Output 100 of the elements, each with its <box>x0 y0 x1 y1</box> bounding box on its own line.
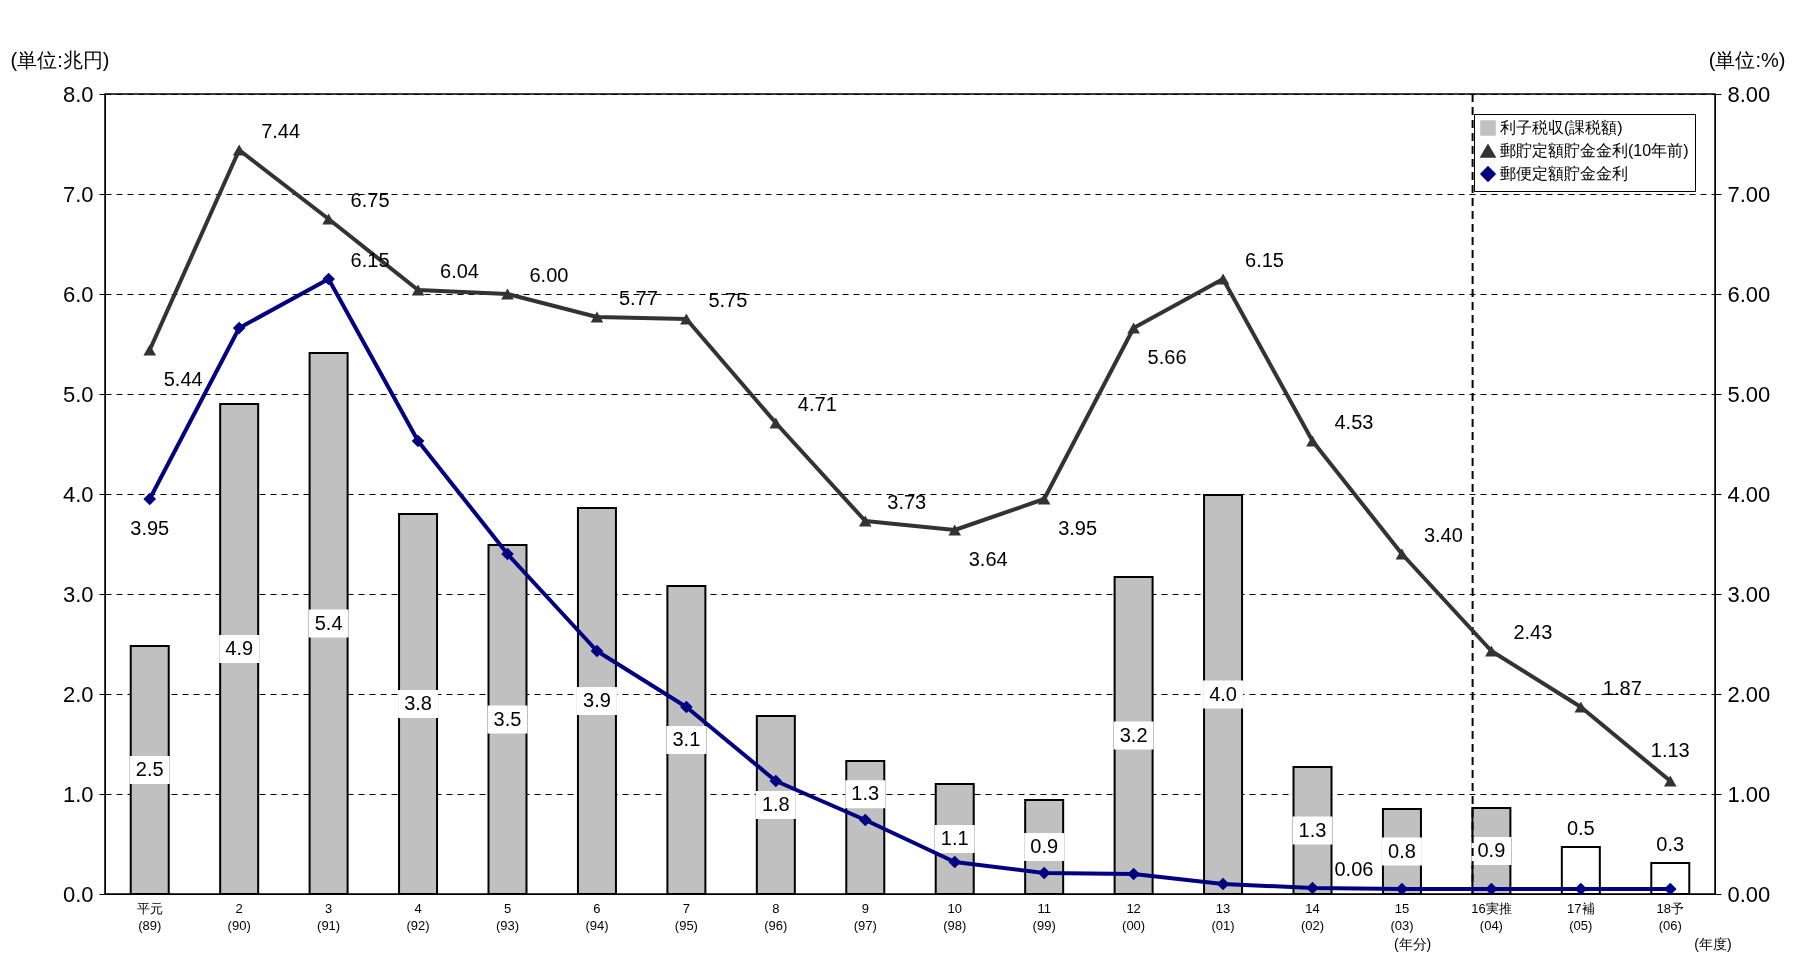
point <box>232 144 246 156</box>
data-label: 1.3 <box>1298 818 1327 841</box>
y-tick-label: 3.0 <box>62 581 94 607</box>
x-tick-label: 5 (93) <box>495 900 520 933</box>
point <box>1663 775 1677 787</box>
point <box>948 855 962 869</box>
point <box>769 774 783 788</box>
point <box>590 311 604 323</box>
data-label: 1.1 <box>940 827 969 849</box>
data-label: 0.3 <box>1656 833 1685 855</box>
data-label: 4.53 <box>1334 411 1374 433</box>
y2-tick-label: 2.00 <box>1727 681 1771 707</box>
x-tick-label: 6 (94) <box>585 900 609 933</box>
data-label: 5.77 <box>618 287 658 309</box>
data-label: 5.44 <box>163 368 203 390</box>
x-tick-label: 2 (90) <box>227 900 251 933</box>
y2-tick-label: 8.00 <box>1727 81 1771 107</box>
y-tick-label: 0.0 <box>62 881 94 907</box>
point <box>680 700 693 714</box>
legend-label: 利子税収(課税額) <box>1500 119 1623 136</box>
data-label: 6.00 <box>529 264 569 286</box>
data-label: 0.06 <box>1334 858 1374 880</box>
y-tick-label: 5.0 <box>62 381 94 407</box>
data-label: 3.64 <box>968 548 1008 570</box>
y-tick-label: 2.0 <box>62 681 94 707</box>
data-label: 0.9 <box>1030 835 1059 857</box>
point <box>1395 882 1409 896</box>
data-label: 0.8 <box>1388 839 1416 862</box>
point <box>411 284 425 296</box>
point <box>143 492 157 506</box>
text: (年度) <box>1694 936 1732 952</box>
y2-tick-label: 3.00 <box>1727 581 1771 607</box>
x-tick-label: 12 (00) <box>1122 900 1146 933</box>
x-tick-label: 平元 (89) <box>136 900 163 933</box>
data-label: 6.15 <box>1245 249 1284 271</box>
y2-tick-label: 7.00 <box>1727 181 1771 207</box>
legend-label: 郵便定額貯金金利 <box>1500 165 1628 182</box>
point <box>769 417 783 429</box>
x-tick-label: 14 (02) <box>1300 900 1325 933</box>
x-tick-label: 13 (01) <box>1211 900 1235 933</box>
data-label: 0.5 <box>1566 817 1595 839</box>
data-label: 0.9 <box>1477 839 1506 861</box>
y-tick-label: 8.0 <box>62 81 94 107</box>
point <box>1395 548 1409 560</box>
point <box>1306 881 1319 895</box>
x-tick-label: 18予 (06) <box>1656 900 1685 933</box>
point <box>1127 322 1140 334</box>
data-label: 1.13 <box>1650 739 1690 761</box>
y-axis-title: (単位:兆円) <box>10 48 110 71</box>
point <box>232 321 246 335</box>
point <box>501 547 514 561</box>
data-label: 3.1 <box>672 728 701 750</box>
point <box>1485 645 1498 657</box>
data-label: 7.44 <box>261 120 301 142</box>
data-label: 3.95 <box>1058 517 1098 539</box>
data-label: 5.4 <box>314 611 343 634</box>
x-tick-label: 10 (98) <box>943 900 967 933</box>
y2-tick-label: 6.00 <box>1727 281 1771 307</box>
legend-label: 郵貯定額貯金金利(10年前) <box>1500 142 1689 159</box>
y2-axis-title: (単位:%) <box>1708 48 1786 71</box>
data-label: 1.3 <box>851 782 880 805</box>
data-label: 3.2 <box>1119 723 1148 746</box>
data-label: 6.04 <box>440 260 479 282</box>
point <box>948 524 962 536</box>
x-tick-label: 8 (96) <box>764 900 788 933</box>
data-label: 5.66 <box>1147 346 1187 368</box>
x-tick-label: 9 (97) <box>853 900 877 933</box>
data-label: 1.8 <box>761 793 790 815</box>
x-tick-label: 4 (92) <box>406 900 430 933</box>
point <box>411 434 425 448</box>
data-label: 3.95 <box>130 517 170 539</box>
x-tick-label: 11 (99) <box>1032 900 1056 933</box>
point <box>143 344 157 356</box>
x-tick-label: 15 (03) <box>1390 900 1414 933</box>
point <box>1127 867 1140 881</box>
x-tick-label: 16実推 (04) <box>1471 900 1512 933</box>
data-label: 4.71 <box>797 393 837 415</box>
data-label: 3.8 <box>404 692 432 714</box>
y-tick-label: 1.0 <box>62 781 94 807</box>
point <box>1306 435 1319 447</box>
x-tick-label: 3 (91) <box>317 900 341 933</box>
point <box>1037 866 1051 880</box>
x-tick-label: 17補 (05) <box>1567 900 1595 933</box>
y-tick-label: 7.0 <box>62 181 94 207</box>
y2-tick-label: 5.00 <box>1727 381 1771 407</box>
data-label: 6.75 <box>350 189 390 211</box>
text: (年分) <box>1393 936 1432 952</box>
y-tick-label: 6.0 <box>62 281 94 307</box>
y2-tick-label: 4.00 <box>1727 481 1771 507</box>
data-label: 2.43 <box>1513 621 1553 643</box>
point <box>1216 877 1230 891</box>
y2-tick-label: 1.00 <box>1727 781 1771 807</box>
data-label: 3.5 <box>493 707 522 730</box>
point <box>1485 882 1498 896</box>
y2-tick-label: 0.00 <box>1727 881 1771 907</box>
point <box>501 288 514 300</box>
point <box>590 644 604 658</box>
data-label: 4.0 <box>1209 682 1237 705</box>
point <box>858 813 872 827</box>
y-tick-label: 4.0 <box>62 481 94 507</box>
